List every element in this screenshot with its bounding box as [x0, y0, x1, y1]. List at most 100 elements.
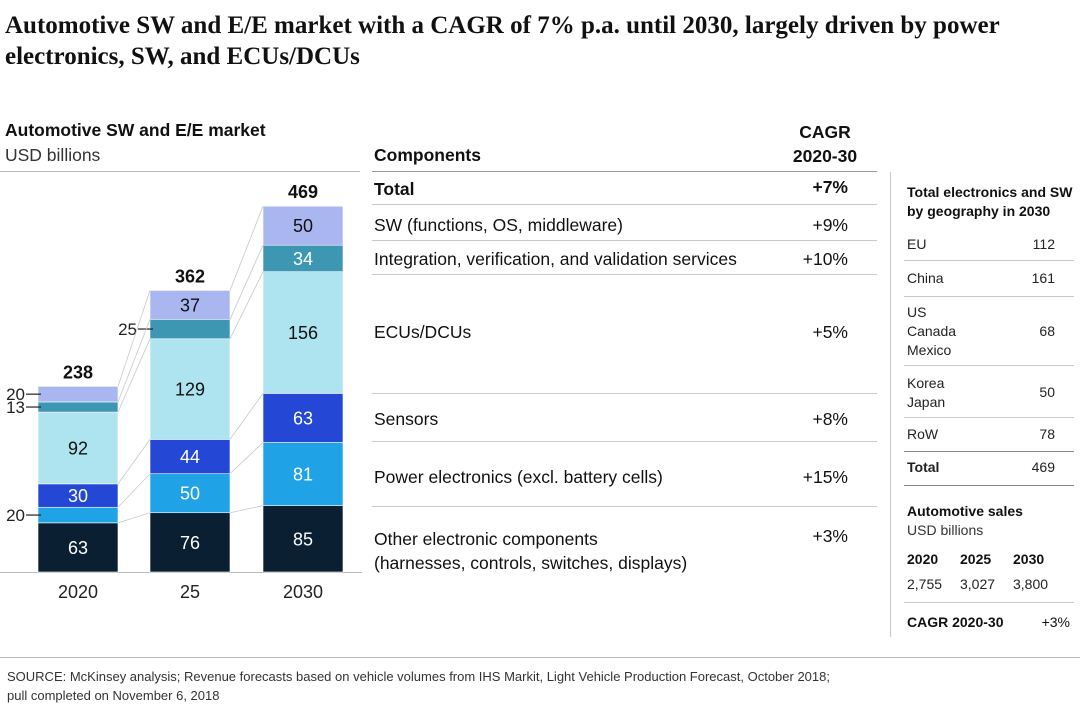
sales-cagr-value: +3%	[1041, 614, 1070, 630]
bar-segment	[262, 205, 344, 246]
geo-divider	[904, 296, 1074, 297]
bar-total-label: 238	[63, 362, 93, 382]
component-total-label: Total	[374, 179, 415, 199]
geo-value: 78	[1039, 426, 1055, 442]
source-divider	[0, 657, 1080, 658]
component-ecus-cagr: +5%	[812, 322, 848, 342]
chart-title: Automotive SW and E/E market	[5, 120, 266, 140]
component-sw-label: SW (functions, OS, middleware)	[374, 215, 623, 235]
sales-year-2030: 2030	[1013, 551, 1045, 567]
geo-total-value: 469	[1031, 459, 1055, 475]
component-ecus-label: ECUs/DCUs	[374, 322, 472, 342]
bar-segment	[149, 338, 231, 440]
bar-segment	[149, 439, 231, 475]
bar-value-label: 30	[68, 486, 88, 506]
category-tick-label: 25	[180, 582, 200, 602]
geo-title-line1: Total electronics and SW	[907, 184, 1073, 200]
source-note: SOURCE: McKinsey analysis; Revenue forec…	[7, 667, 830, 705]
geo-region: China	[907, 270, 944, 286]
component-integration-label: Integration, verification, and validatio…	[374, 249, 737, 269]
component-other-label: Other electronic components (harnesses, …	[374, 527, 687, 575]
cagr-header-line2: 2020-30	[792, 146, 858, 166]
cagr-header-line1: CAGR	[799, 122, 851, 142]
component-sensors-label: Sensors	[374, 409, 439, 429]
bar-value-label: 13	[6, 398, 25, 417]
row-divider	[372, 204, 877, 205]
geo-region-line: US	[907, 304, 927, 320]
geo-region-line: Canada	[907, 323, 957, 339]
bar-value-label: 50	[180, 484, 200, 504]
geo-panel-divider	[890, 172, 891, 637]
source-line2: pull completed on November 6, 2018	[7, 688, 220, 703]
connector-line	[117, 473, 151, 508]
row-divider	[372, 393, 877, 394]
geo-row-eu: EU 112	[907, 236, 1067, 252]
connector-line	[229, 245, 264, 320]
bar-segment	[37, 401, 119, 413]
components-header-divider	[372, 171, 877, 172]
geo-region-line: Korea	[907, 375, 945, 391]
geo-region: RoW	[907, 426, 939, 442]
bar-value-label: 63	[68, 538, 88, 558]
geo-divider	[904, 260, 1074, 261]
sales-value-2020: 2,755	[907, 576, 943, 592]
geo-value: 112	[1032, 236, 1055, 252]
bar-total-label: 362	[175, 266, 205, 286]
geo-row-total: Total 469	[907, 459, 1067, 475]
geo-divider	[904, 417, 1074, 418]
sales-value-2025: 3,027	[960, 576, 996, 592]
row-divider	[372, 274, 877, 275]
connector-line	[117, 290, 151, 387]
category-tick-label: 2030	[283, 582, 323, 602]
row-divider	[372, 506, 877, 507]
geo-row-china: China 161	[907, 270, 1067, 286]
bar-value-label: 50	[293, 216, 313, 236]
sales-value-2030: 3,800	[1013, 576, 1049, 592]
stacked-bar-chart: 6320309213202382020765044129253736225858…	[0, 182, 362, 602]
bar-value-label: 81	[293, 465, 313, 485]
connector-line	[229, 442, 264, 475]
cagr-header: CAGR 2020-30	[782, 120, 868, 168]
bar-segment	[149, 290, 231, 320]
sales-year-2020: 2020	[907, 551, 939, 567]
bar-value-label: 25	[118, 320, 137, 339]
bar-value-label: 156	[288, 323, 318, 343]
geo-value: 50	[1039, 384, 1055, 400]
component-power-label: Power electronics (excl. battery cells)	[374, 467, 663, 487]
geo-row-row: RoW 78	[907, 426, 1067, 442]
component-total-cagr: +7%	[812, 177, 848, 197]
geo-row-korea-japan: Korea Japan 50	[907, 374, 1067, 412]
bar-value-label: 85	[293, 529, 313, 549]
bar-value-label: 44	[180, 447, 200, 467]
connector-line	[229, 206, 264, 291]
component-power-cagr: +15%	[802, 467, 848, 487]
chart-header-divider	[0, 171, 360, 172]
geo-region: EU	[907, 236, 927, 252]
sales-cagr-label: CAGR 2020-30	[907, 614, 1004, 630]
component-other-label-line2: (harnesses, controls, switches, displays…	[374, 553, 688, 573]
geo-value: 161	[1031, 270, 1055, 286]
bar-value-label: 76	[180, 533, 200, 553]
row-divider	[372, 441, 877, 442]
connector-line	[117, 439, 151, 485]
category-tick-label: 2020	[58, 582, 98, 602]
bar-segment	[262, 244, 344, 273]
connector-line	[117, 512, 151, 524]
bar-value-label: 34	[293, 249, 313, 269]
component-other-label-line1: Other electronic components	[374, 529, 598, 549]
geo-divider	[904, 485, 1074, 486]
bar-value-label: 63	[293, 408, 313, 428]
bar-segment	[262, 442, 344, 506]
connector-line	[117, 338, 151, 413]
bar-segment	[262, 271, 344, 394]
geo-total-divider	[904, 451, 1074, 452]
bar-value-label: 20	[6, 506, 25, 525]
bar-segment	[37, 506, 119, 524]
source-line1: SOURCE: McKinsey analysis; Revenue forec…	[7, 669, 830, 684]
geo-divider	[904, 365, 1074, 366]
bar-segment	[149, 318, 231, 340]
bar-total-label: 469	[288, 182, 318, 202]
bar-value-label: 20	[6, 385, 25, 404]
component-sensors-cagr: +8%	[812, 409, 848, 429]
component-integration-cagr: +10%	[802, 249, 848, 269]
